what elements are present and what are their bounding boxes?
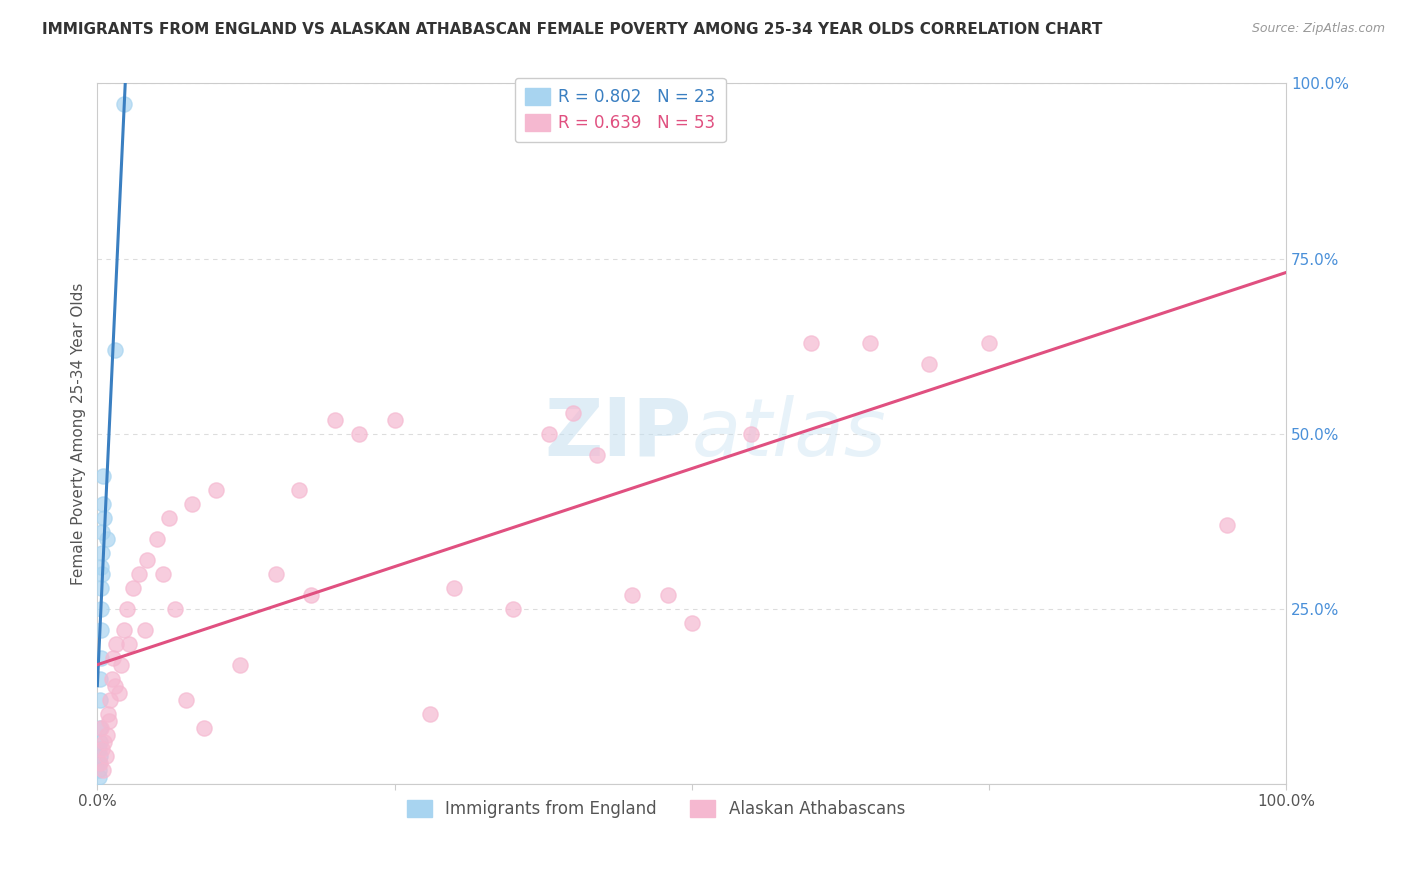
Point bbox=[94, 748, 117, 763]
Point bbox=[205, 483, 228, 497]
Point bbox=[93, 735, 115, 749]
Point bbox=[90, 650, 112, 665]
Point bbox=[163, 601, 186, 615]
Point bbox=[112, 97, 135, 112]
Point bbox=[100, 692, 122, 706]
Point bbox=[104, 679, 127, 693]
Point bbox=[89, 721, 111, 735]
Point bbox=[740, 426, 762, 441]
Point bbox=[104, 343, 127, 357]
Point bbox=[157, 510, 180, 524]
Point bbox=[585, 448, 607, 462]
Point bbox=[87, 763, 110, 777]
Point bbox=[90, 601, 112, 615]
Point bbox=[107, 686, 129, 700]
Point bbox=[115, 601, 138, 615]
Point bbox=[91, 763, 114, 777]
Point bbox=[89, 756, 111, 770]
Point bbox=[384, 412, 406, 426]
Point bbox=[90, 721, 112, 735]
Point bbox=[443, 581, 465, 595]
Point bbox=[134, 623, 156, 637]
Text: atlas: atlas bbox=[692, 394, 886, 473]
Point bbox=[229, 657, 252, 672]
Point bbox=[89, 735, 111, 749]
Point bbox=[91, 468, 114, 483]
Point bbox=[96, 532, 118, 546]
Point bbox=[152, 566, 174, 581]
Point bbox=[419, 706, 441, 721]
Point bbox=[98, 714, 121, 728]
Point bbox=[90, 559, 112, 574]
Point bbox=[136, 552, 159, 566]
Point bbox=[110, 657, 132, 672]
Point bbox=[1215, 517, 1237, 532]
Point bbox=[859, 335, 882, 350]
Point bbox=[657, 588, 679, 602]
Point bbox=[193, 721, 215, 735]
Point bbox=[918, 357, 941, 371]
Text: ZIP: ZIP bbox=[544, 394, 692, 473]
Point bbox=[87, 770, 110, 784]
Point bbox=[91, 566, 114, 581]
Point bbox=[977, 335, 1000, 350]
Point bbox=[118, 637, 141, 651]
Point bbox=[89, 692, 111, 706]
Point bbox=[105, 637, 128, 651]
Point bbox=[87, 756, 110, 770]
Point bbox=[91, 497, 114, 511]
Y-axis label: Female Poverty Among 25-34 Year Olds: Female Poverty Among 25-34 Year Olds bbox=[72, 283, 86, 585]
Point bbox=[91, 524, 114, 539]
Point bbox=[323, 412, 346, 426]
Text: IMMIGRANTS FROM ENGLAND VS ALASKAN ATHABASCAN FEMALE POVERTY AMONG 25-34 YEAR OL: IMMIGRANTS FROM ENGLAND VS ALASKAN ATHAB… bbox=[42, 22, 1102, 37]
Point bbox=[681, 615, 703, 630]
Point bbox=[89, 672, 111, 686]
Legend: Immigrants from England, Alaskan Athabascans: Immigrants from England, Alaskan Athabas… bbox=[401, 793, 911, 824]
Point bbox=[122, 581, 145, 595]
Point bbox=[502, 601, 524, 615]
Point bbox=[561, 406, 583, 420]
Point bbox=[181, 497, 204, 511]
Point bbox=[87, 741, 110, 756]
Point bbox=[347, 426, 370, 441]
Point bbox=[96, 728, 118, 742]
Point bbox=[288, 483, 311, 497]
Point bbox=[264, 566, 287, 581]
Point bbox=[93, 510, 115, 524]
Point bbox=[91, 546, 114, 560]
Point bbox=[101, 650, 124, 665]
Point bbox=[91, 741, 114, 756]
Point bbox=[299, 588, 322, 602]
Point bbox=[90, 581, 112, 595]
Point bbox=[90, 623, 112, 637]
Point bbox=[89, 748, 111, 763]
Point bbox=[537, 426, 560, 441]
Point bbox=[621, 588, 644, 602]
Point bbox=[112, 623, 135, 637]
Text: Source: ZipAtlas.com: Source: ZipAtlas.com bbox=[1251, 22, 1385, 36]
Point bbox=[128, 566, 150, 581]
Point bbox=[97, 706, 120, 721]
Point bbox=[146, 532, 169, 546]
Point bbox=[799, 335, 821, 350]
Point bbox=[176, 692, 198, 706]
Point bbox=[100, 672, 122, 686]
